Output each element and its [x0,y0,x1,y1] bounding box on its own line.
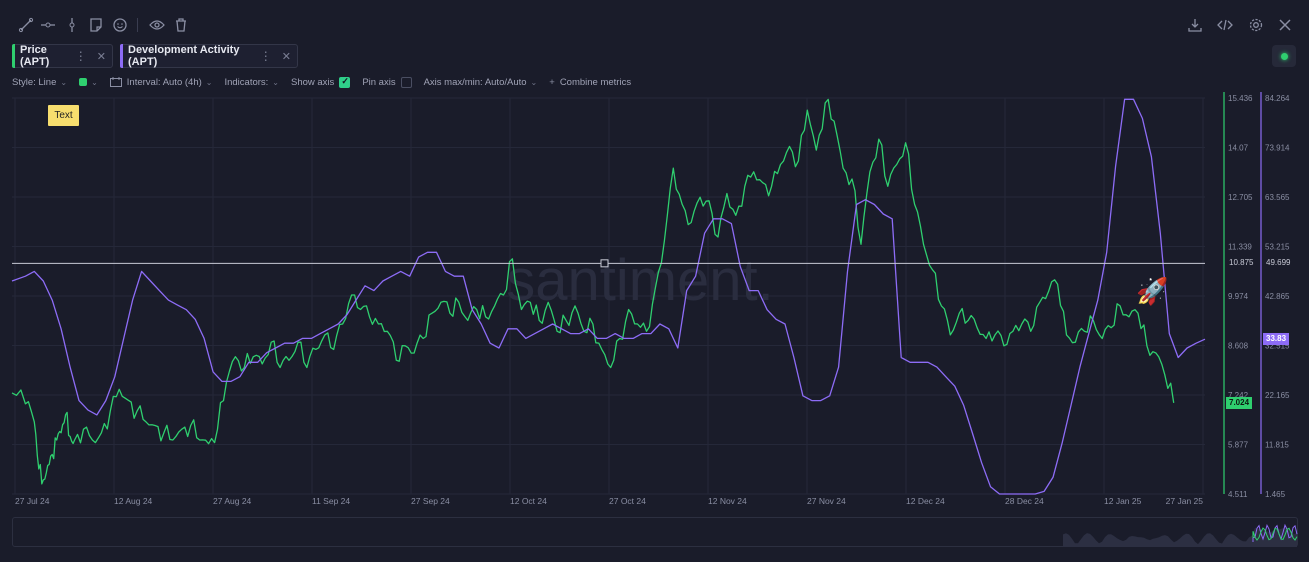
navigator-dev-line [1252,523,1298,542]
metric-color-bar [120,44,123,68]
calendar-icon [109,77,122,87]
eye-icon[interactable] [149,17,165,33]
x-tick-label: 12 Nov 24 [708,496,747,506]
show-axis-checkbox[interactable] [339,76,351,88]
dev-axis-tick: 84.264 [1265,94,1290,103]
remove-metric-icon[interactable]: ✕ [96,50,106,63]
style-label: Style: Line [12,76,57,88]
last-price-badge: 7.024 [1226,396,1253,409]
emoji-icon[interactable] [112,17,128,33]
price-axis-tick: 11.339 [1228,243,1252,252]
x-tick-label: 27 Oct 24 [609,496,646,506]
dev-axis-tick: 11.815 [1265,441,1289,450]
horizontal-line-handle [600,259,609,268]
watermark-text: santiment. [506,248,774,313]
chart-settings-row: Style: Line ⌄ ⌄ Interval: Auto (4h) ⌄ Indi… [12,75,643,89]
chevron-down-icon: ⌄ [530,77,538,87]
settings-gear-icon[interactable] [1248,17,1264,33]
x-tick-label: 12 Oct 24 [510,496,547,506]
chevron-down-icon: ⌄ [60,77,68,87]
plus-icon: + [549,76,555,88]
interval-label: Interval: Auto (4h) [126,76,202,88]
live-indicator-button[interactable] [1272,45,1296,67]
price-axis-tick: 8.608 [1228,342,1249,351]
dev-axis-tick: 42.865 [1265,292,1290,301]
last-dev-activity-badge: 33.83 [1263,333,1290,346]
pin-axis-label: Pin axis [362,76,396,88]
live-dot-icon [1280,52,1288,60]
metric-menu-icon[interactable]: ⋮ [259,49,272,63]
dev-axis-tick: 22.165 [1265,391,1290,400]
pin-axis-toggle[interactable]: Pin axis [362,76,412,88]
show-axis-toggle[interactable]: Show axis [291,76,351,88]
navigator-price-line [1252,527,1298,541]
dev-activity-series-line [11,98,1206,495]
x-tick-label: 11 Sep 24 [312,496,350,506]
price-axis-tick: 5.877 [1228,441,1249,450]
vertical-line-icon[interactable] [64,17,80,33]
chart-toolbar [0,0,1309,48]
navigator-preview [1063,523,1298,547]
remove-metric-icon[interactable]: ✕ [281,50,291,63]
dev-axis-tick: 73.914 [1265,144,1290,153]
style-select[interactable]: Style: Line ⌄ [12,77,67,88]
price-axis-tick: 7.242 [1228,391,1249,400]
x-tick-label: 27 Nov 24 [807,496,846,506]
dev-axis-tick: 1.465 [1265,490,1286,499]
horizontal-line-price-label: 10.875 [1226,257,1257,270]
price-axis-tick: 12.705 [1228,193,1253,202]
indicators-label: Indicators: [224,76,269,88]
time-navigator[interactable] [12,517,1298,547]
navigator-area [1063,527,1297,547]
dev-axis-tick: 32.515 [1265,342,1290,351]
toolbar-divider [137,18,138,32]
price-axis-tick: 14.07 [1228,144,1249,153]
metric-label: Development Activity (APT) [128,44,240,68]
x-tick-label: 12 Dec 24 [906,496,945,506]
metric-menu-icon[interactable]: ⋮ [74,49,87,63]
horizontal-ray-icon[interactable] [40,17,56,33]
x-tick-label: 27 Aug 24 [213,496,252,506]
combine-metrics-label: Combine metrics [559,76,632,88]
rocket-emoji-annotation[interactable]: 🚀 [1136,276,1169,306]
metric-color-bar [12,44,15,68]
price-axis-tick: 9.974 [1228,292,1249,301]
text-annotation[interactable]: Text [48,105,79,126]
chevron-down-icon: ⌄ [272,77,279,87]
price-axis-tick: 15.436 [1228,94,1253,103]
line-draw-icon[interactable] [18,17,34,33]
axis-maxmin-label: Axis max/min: Auto/Auto [423,76,527,88]
close-icon[interactable] [1277,17,1293,33]
x-tick-label: 28 Dec 24 [1005,496,1044,506]
trash-icon[interactable] [173,17,189,33]
note-icon[interactable] [88,17,104,33]
metric-tab-price[interactable]: Price (APT) ⋮ ✕ [12,44,113,68]
horizontal-line-dev-label: 49.699 [1263,257,1294,270]
metric-label: Price (APT) [20,44,50,68]
price-axis-tick: 4.511 [1228,490,1248,499]
color-swatch [79,78,88,86]
embed-code-icon[interactable] [1217,17,1233,33]
dev-axis-tick: 53.215 [1265,243,1290,252]
show-axis-label: Show axis [291,76,335,88]
x-tick-label: 27 Jan 25 [1166,496,1204,506]
combine-metrics-button[interactable]: + Combine metrics [549,77,631,88]
chevron-down-icon: ⌄ [91,77,98,87]
pin-axis-checkbox[interactable] [400,76,412,88]
dev-axis-tick: 63.565 [1265,193,1290,202]
axis-maxmin-select[interactable]: Axis max/min: Auto/Auto ⌄ [424,77,538,88]
chevron-down-icon: ⌄ [205,77,213,87]
x-tick-label: 27 Jul 24 [15,496,50,506]
metric-tab-dev-activity[interactable]: Development Activity (APT) ⋮ ✕ [120,44,298,68]
indicators-select[interactable]: Indicators: ⌄ [224,77,279,88]
color-select[interactable]: ⌄ [79,78,98,87]
download-icon[interactable] [1187,17,1203,33]
price-series-line [11,98,1175,485]
interval-select[interactable]: Interval: Auto (4h) ⌄ [109,76,213,88]
x-tick-label: 12 Aug 24 [114,496,153,506]
x-tick-label: 12 Jan 25 [1104,496,1142,506]
x-tick-label: 27 Sep 24 [411,496,450,506]
